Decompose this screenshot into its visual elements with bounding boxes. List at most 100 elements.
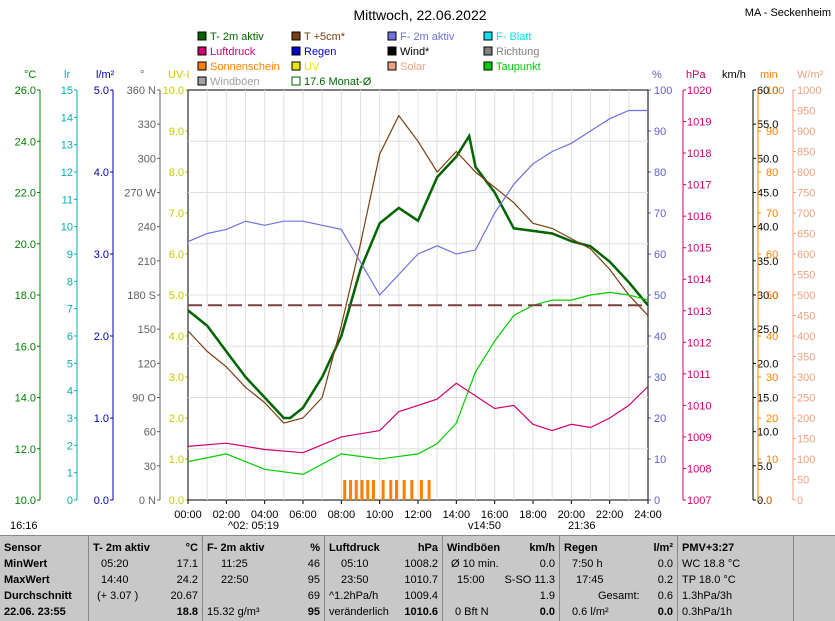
- label-maxwert: MaxWert: [4, 573, 84, 587]
- axis-tick-solar: 500: [797, 290, 815, 302]
- axis-tick-dir: 180 S: [127, 290, 156, 302]
- wind-mean: 1.9: [540, 589, 555, 603]
- axis-tick-rain: 3.0: [94, 249, 109, 261]
- axis-tick-uv: 1.0: [169, 454, 184, 466]
- press-max-time: 23:50: [341, 574, 369, 586]
- sensor-title: Sensor: [4, 541, 84, 555]
- axis-tick-wind: 50.0: [757, 153, 778, 165]
- axis-tick-press: 1013: [687, 306, 711, 318]
- temp-current: 18.8: [177, 605, 198, 619]
- axis-tick-solar: 300: [797, 372, 815, 384]
- pmv-tp: TP 18.0 °C: [682, 573, 789, 587]
- axis-tick-solar: 850: [797, 147, 815, 159]
- pmv-wc: WC 18.8 °C: [682, 557, 789, 571]
- axis-tick-solar: 950: [797, 106, 815, 118]
- axis-tick-solar: 400: [797, 331, 815, 343]
- x-tick-label: 24:00: [634, 509, 662, 521]
- axis-tick-uv: 2.0: [169, 413, 184, 425]
- axis-tick-wind: 20.0: [757, 358, 778, 370]
- x-tick-label: 18:00: [519, 509, 547, 521]
- axis-tick-dir: 120: [138, 358, 156, 370]
- pmv-rate2: 0.3hPa/1h: [682, 605, 789, 619]
- axis-tick-dir: 0 N: [139, 495, 156, 507]
- axis-tick-lux: 9: [67, 249, 73, 261]
- axis-tick-sun: 40: [766, 331, 778, 343]
- sunshine-bar: [395, 480, 398, 500]
- axis-tick-solar: 0: [797, 495, 803, 507]
- axis-tick-solar: 350: [797, 352, 815, 364]
- sunshine-bar: [361, 480, 364, 500]
- weather-chart: Mittwoch, 22.06.2022 MA - Seckenheim T- …: [0, 0, 835, 535]
- rain-total-label: Gesamt:: [598, 590, 640, 602]
- axis-tick-sun: 30: [766, 372, 778, 384]
- rain-current: 0.0: [658, 605, 673, 619]
- axis-tick-solar: 550: [797, 270, 815, 282]
- axis-tick-uv: 4.0: [169, 331, 184, 343]
- sunshine-bar: [428, 480, 431, 500]
- x-tick-label: 08:00: [328, 509, 356, 521]
- temp-max: 24.2: [177, 573, 198, 587]
- press-min-time: 05:10: [341, 558, 369, 570]
- axis-tick-lux: 8: [67, 276, 73, 288]
- wind-avg: 0.0: [540, 557, 555, 571]
- axis-tick-press: 1011: [687, 369, 711, 381]
- legend-label: T- 2m aktiv: [210, 31, 264, 43]
- axis-tick-wind: 10.0: [757, 427, 778, 439]
- axis-tick-dir: 300: [138, 153, 156, 165]
- axis-tick-hum: 0: [654, 495, 660, 507]
- axis-tick-sun: 90: [766, 126, 778, 138]
- legend-swatch: [198, 32, 206, 40]
- axis-tick-hum: 10: [654, 454, 666, 466]
- rain-r2-label: 17:45: [576, 574, 604, 586]
- axis-tick-uv: 9.0: [169, 126, 184, 138]
- axis-tick-lux: 10: [61, 222, 73, 234]
- press-avg: 1009.4: [404, 589, 438, 603]
- axis-tick-sun: 20: [766, 413, 778, 425]
- axis-tick-solar: 700: [797, 208, 815, 220]
- legend-label: F- Blatt: [496, 31, 531, 43]
- axis-tick-lux: 11: [62, 194, 73, 206]
- pmv-rate1: 1.3hPa/3h: [682, 589, 789, 603]
- station-name: MA - Seckenheim: [745, 7, 831, 19]
- legend-label: F- 2m aktiv: [400, 31, 455, 43]
- legend-swatch: [292, 77, 300, 85]
- axis-unit-dir: °: [140, 69, 144, 81]
- axis-tick-sun: 70: [766, 208, 778, 220]
- axis-tick-temp: 24.0: [15, 136, 36, 148]
- axis-tick-rain: 0.0: [94, 495, 109, 507]
- sunshine-bar: [343, 480, 346, 500]
- axis-unit-hum: %: [652, 69, 662, 81]
- hum-min: 46: [308, 557, 320, 571]
- legend-label: Windböen: [210, 76, 260, 88]
- sunshine-bar: [349, 480, 352, 500]
- legend-swatch: [484, 47, 492, 55]
- sunshine-bar: [410, 480, 413, 500]
- rain-r2: 0.2: [658, 573, 673, 587]
- axis-tick-solar: 100: [797, 454, 815, 466]
- legend-label: UV: [304, 61, 320, 73]
- axis-tick-temp: 22.0: [15, 188, 36, 200]
- hum-title: F- 2m aktiv: [207, 542, 264, 554]
- temp-max-time: 14:40: [101, 574, 129, 586]
- axis-tick-rain: 4.0: [94, 167, 109, 179]
- temp-avg: 20.67: [170, 589, 198, 603]
- axis-tick-lux: 1: [67, 468, 73, 480]
- axis-tick-temp: 14.0: [15, 393, 36, 405]
- axis-tick-sun: 80: [766, 167, 778, 179]
- press-current: 1010.6: [404, 605, 438, 619]
- legend-swatch: [292, 32, 300, 40]
- axis-tick-temp: 26.0: [15, 85, 36, 97]
- axis-tick-solar: 1000: [797, 85, 821, 97]
- wind-max: S-SO 11.3: [504, 573, 555, 587]
- sunshine-bar: [403, 480, 406, 500]
- axis-tick-wind: 40.0: [757, 222, 778, 234]
- axis-tick-lux: 14: [61, 112, 73, 124]
- wind-unit: km/h: [529, 541, 555, 555]
- hum-current: 95: [308, 605, 320, 619]
- press-change: veränderlich: [329, 606, 389, 618]
- rain-total: 0.6: [658, 589, 673, 603]
- axis-tick-lux: 0: [67, 495, 73, 507]
